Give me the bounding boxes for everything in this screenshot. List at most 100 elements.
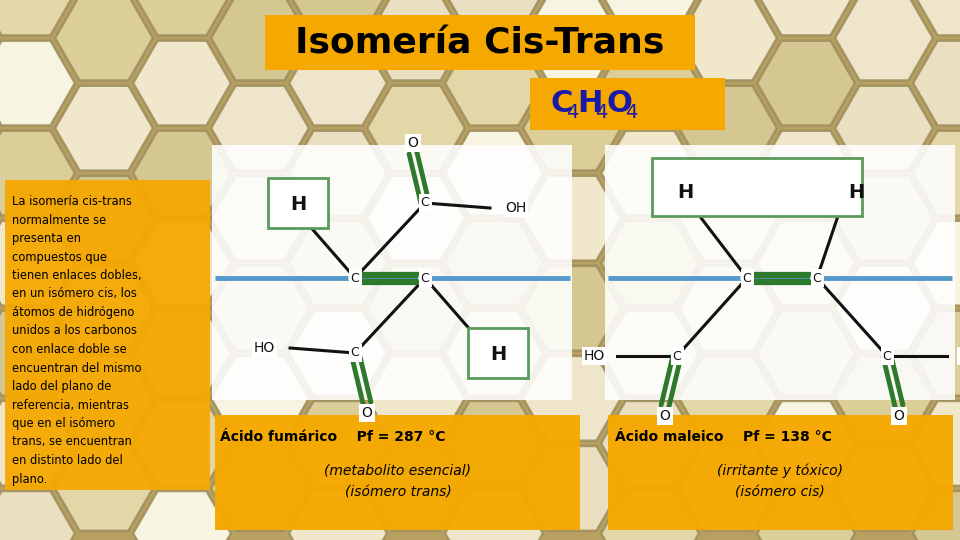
Text: en distinto lado del: en distinto lado del [12, 454, 123, 467]
Polygon shape [679, 0, 777, 80]
Polygon shape [55, 446, 153, 531]
Polygon shape [445, 0, 543, 36]
Text: C: C [420, 197, 429, 210]
Text: C: C [350, 272, 359, 285]
Text: HO: HO [584, 349, 605, 363]
Polygon shape [0, 311, 75, 396]
Polygon shape [0, 221, 75, 306]
Polygon shape [367, 176, 465, 261]
Text: 4: 4 [595, 103, 608, 122]
Polygon shape [523, 356, 621, 441]
Text: O: O [894, 409, 904, 423]
Circle shape [419, 272, 431, 284]
Polygon shape [679, 266, 777, 350]
Text: La isomería cis-trans: La isomería cis-trans [12, 195, 132, 208]
Text: plano.: plano. [12, 472, 47, 485]
Text: normalmente se: normalmente se [12, 213, 107, 226]
Polygon shape [757, 40, 855, 125]
Polygon shape [289, 491, 387, 540]
Text: O: O [606, 90, 632, 118]
Polygon shape [0, 0, 75, 36]
Polygon shape [679, 446, 777, 531]
Text: O: O [362, 406, 372, 420]
Polygon shape [757, 401, 855, 486]
FancyBboxPatch shape [268, 178, 328, 228]
Text: C: C [420, 272, 429, 285]
Polygon shape [133, 311, 231, 396]
Polygon shape [0, 401, 75, 486]
Polygon shape [133, 221, 231, 306]
Text: H: H [577, 90, 602, 118]
Circle shape [811, 272, 823, 284]
Polygon shape [289, 221, 387, 306]
Polygon shape [211, 266, 309, 350]
Text: OH: OH [505, 201, 526, 215]
Polygon shape [835, 446, 933, 531]
Polygon shape [913, 40, 960, 125]
Text: con enlace doble se: con enlace doble se [12, 343, 127, 356]
Polygon shape [835, 176, 933, 261]
Polygon shape [835, 266, 933, 350]
Polygon shape [601, 131, 699, 215]
Polygon shape [757, 221, 855, 306]
Polygon shape [133, 491, 231, 540]
Polygon shape [211, 176, 309, 261]
Text: compuestos que: compuestos que [12, 251, 107, 264]
Polygon shape [55, 266, 153, 350]
Polygon shape [757, 491, 855, 540]
FancyBboxPatch shape [652, 158, 862, 216]
Polygon shape [601, 0, 699, 36]
Polygon shape [523, 446, 621, 531]
Text: 4: 4 [566, 103, 578, 122]
Polygon shape [601, 40, 699, 125]
Text: que en el isómero: que en el isómero [12, 417, 115, 430]
Text: Ácido fumárico    Pf = 287 °C: Ácido fumárico Pf = 287 °C [220, 430, 445, 444]
Polygon shape [835, 356, 933, 441]
Polygon shape [367, 446, 465, 531]
Polygon shape [55, 0, 153, 80]
Polygon shape [211, 356, 309, 441]
FancyBboxPatch shape [5, 180, 210, 490]
FancyBboxPatch shape [530, 78, 725, 130]
Polygon shape [835, 0, 933, 80]
Polygon shape [211, 0, 309, 80]
Polygon shape [0, 40, 75, 125]
Polygon shape [679, 356, 777, 441]
Text: C: C [673, 349, 682, 362]
Polygon shape [445, 131, 543, 215]
Polygon shape [289, 0, 387, 36]
Text: referencia, mientras: referencia, mientras [12, 399, 129, 411]
Polygon shape [445, 401, 543, 486]
Polygon shape [757, 131, 855, 215]
FancyBboxPatch shape [468, 328, 528, 378]
Polygon shape [0, 131, 75, 215]
Polygon shape [0, 491, 75, 540]
Polygon shape [601, 401, 699, 486]
Text: (metabolito esencial): (metabolito esencial) [324, 463, 471, 477]
Text: H: H [677, 183, 693, 201]
Polygon shape [133, 40, 231, 125]
Text: (isómero cis): (isómero cis) [735, 485, 825, 499]
Polygon shape [523, 0, 621, 80]
Polygon shape [913, 401, 960, 486]
Text: 4: 4 [625, 103, 637, 122]
Text: HO: HO [253, 341, 275, 355]
Polygon shape [679, 176, 777, 261]
FancyBboxPatch shape [215, 415, 580, 530]
Polygon shape [55, 356, 153, 441]
Text: en un isómero cis, los: en un isómero cis, los [12, 287, 137, 300]
Polygon shape [289, 401, 387, 486]
Polygon shape [289, 311, 387, 396]
Polygon shape [133, 131, 231, 215]
Text: presenta en: presenta en [12, 232, 81, 245]
Polygon shape [601, 491, 699, 540]
Text: átomos de hidrógeno: átomos de hidrógeno [12, 306, 134, 319]
Polygon shape [835, 86, 933, 171]
Polygon shape [445, 221, 543, 306]
Polygon shape [367, 356, 465, 441]
Text: (isómero trans): (isómero trans) [345, 485, 451, 499]
Text: Ácido maleico    Pf = 138 °C: Ácido maleico Pf = 138 °C [615, 430, 832, 444]
Polygon shape [523, 86, 621, 171]
FancyBboxPatch shape [212, 145, 572, 400]
Polygon shape [523, 266, 621, 350]
